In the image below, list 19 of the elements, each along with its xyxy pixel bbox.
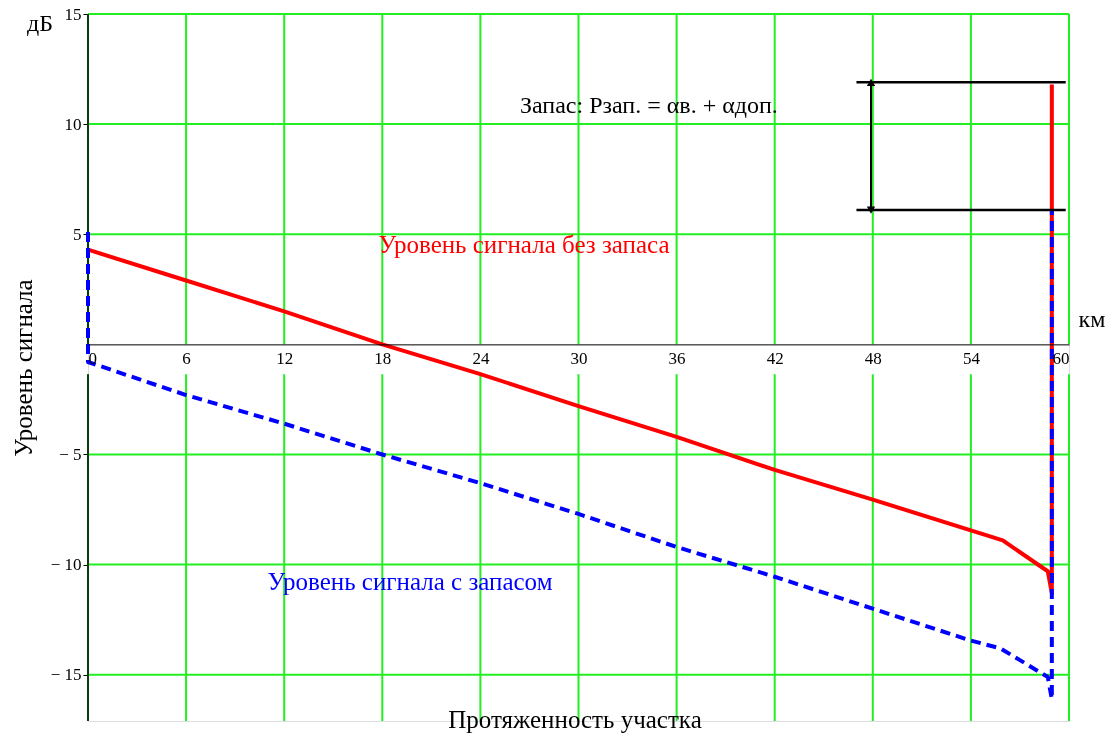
x-tick-label: 54 [962, 348, 981, 368]
x-tick-label: 6 [182, 348, 191, 368]
y-tick-label: 15 [64, 4, 82, 24]
y-tick-label: − 5 [59, 445, 82, 464]
x-tick-label: 24 [472, 348, 490, 368]
y-tick-label: 10 [64, 114, 82, 134]
y-tick-label: − 10 [50, 555, 82, 575]
x-tick-label: 12 [276, 348, 294, 368]
y-axis-title: Уровень сигнала [9, 279, 37, 457]
x-tick-label: 42 [766, 348, 784, 368]
x-tick-label: 18 [374, 348, 392, 368]
text: км [1078, 306, 1106, 332]
x-tick-label: 30 [570, 348, 588, 368]
x-tick-label: 36 [668, 348, 686, 368]
y-tick-label: 5 [73, 224, 82, 244]
x-tick-label: 48 [864, 348, 882, 368]
x-axis-title: Протяженность участка [448, 706, 702, 733]
y-tick-label: − 15 [50, 665, 82, 685]
text: дБ [27, 10, 53, 36]
